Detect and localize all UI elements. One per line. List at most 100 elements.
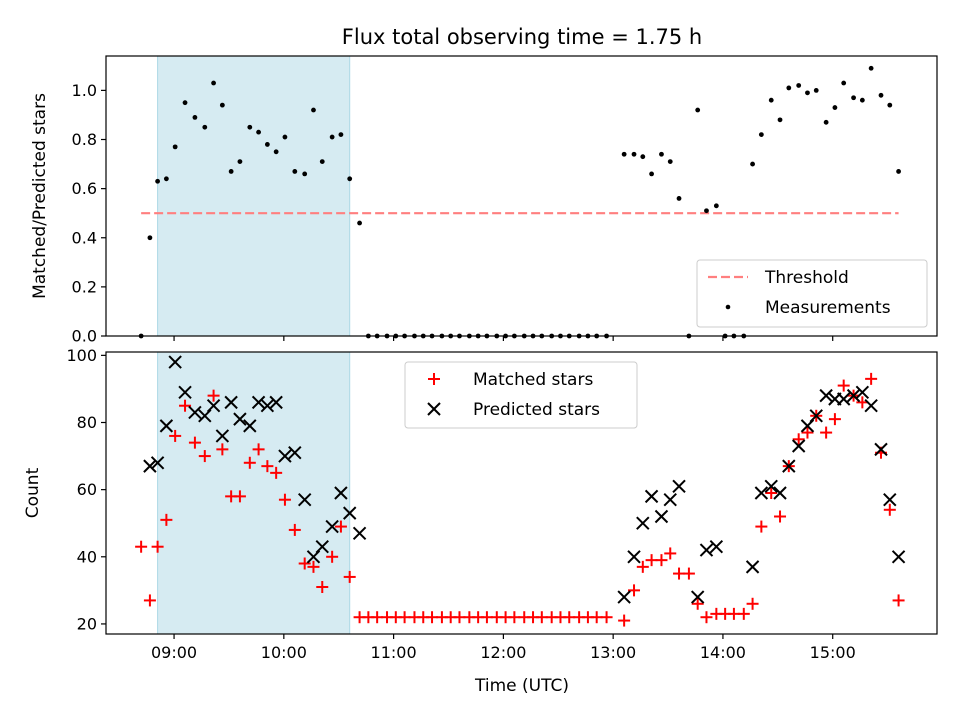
measurement-point [851,95,856,101]
measurement-point [311,107,316,113]
predicted-stars-point [168,355,182,369]
measurement-point [237,159,243,165]
matched-stars-point [298,557,311,570]
bottom-legend: Matched stars Predicted stars [404,361,638,429]
matched-stars-point [691,597,704,610]
matched-stars-point [307,560,320,573]
matched-stars-point [326,550,339,563]
measurement-point [219,102,225,108]
measurement-point [621,151,627,157]
measurement-point [878,92,884,98]
predicted-stars-point [809,409,823,423]
bottom-panel: 20 40 60 80 100 09:00 10:00 11:00 12:00 13:00 14:… [23,346,938,696]
top-legend: Threshold Measurements [696,259,928,328]
predicted-stars-point [178,385,192,399]
measurement-point [247,124,253,130]
predicted-stars-point [215,429,230,443]
x-tick-label: 11:00 [371,643,417,662]
measurement-point [147,235,153,241]
measurement-point [228,169,234,174]
predicted-stars-point [874,442,888,457]
measurement-point [868,65,874,71]
measurement-point [172,144,178,150]
measurement-point [659,151,664,157]
predicted-stars-point [782,459,796,473]
predicted-stars-point [352,526,367,540]
matched-stars-point [343,570,356,583]
legend-predicted-swatch [427,402,441,416]
top-y-ticks: 0.0 0.2 0.4 0.6 0.8 1.0 [72,81,106,346]
measurement-point [695,107,701,113]
bottom-legend-box [404,361,638,429]
measurement-point [264,142,270,147]
measurement-point [338,132,344,137]
measurement-point [786,85,792,91]
predicted-stars-point [627,550,641,564]
predicted-stars-point [150,456,165,470]
predicted-stars-point [654,509,669,524]
y-tick-label: 1.0 [72,81,97,100]
y-tick-label: 40 [77,547,97,566]
top-legend-box [696,259,928,328]
measurement-point [155,178,160,184]
legend-matched-label: Matched stars [473,370,593,390]
measurement-point [713,203,719,209]
y-tick-label: 0.6 [72,179,97,198]
matched-stars-point [664,547,677,560]
predicted-stars-point [269,395,283,410]
legend-measurements-label: Measurements [765,298,891,318]
measurement-point [631,151,637,157]
matched-stars-point [316,581,329,593]
measurement-point [823,119,829,125]
predicted-stars-point [315,540,329,554]
predicted-stars-point [690,590,705,604]
bottom-y-ticks: 20 40 60 80 100 [66,346,106,633]
y-tick-label: 0.2 [72,277,97,296]
matched-stars-series [135,372,905,627]
predicted-stars-point [188,405,202,420]
matched-stars-point [820,426,833,439]
measurement-point [329,134,335,140]
measurement-point [163,176,169,182]
matched-stars-point [334,520,347,533]
measurement-point [202,124,208,130]
measurement-point [640,154,646,160]
measurement-point [256,129,261,135]
bottom-x-ticks: 09:00 10:00 11:00 12:00 13:00 14:00 15:00 [151,634,856,662]
predicted-stars-point [699,543,714,557]
predicted-stars-point [864,399,878,413]
predicted-stars-point [672,479,686,493]
matched-stars-point [143,594,156,607]
matched-stars-point [700,611,713,624]
matched-stars-point [856,396,869,409]
predicted-stars-point [260,399,275,413]
predicted-stars-point [334,486,348,500]
predicted-stars-point [617,590,631,604]
measurement-point [813,87,819,93]
bottom-plot-frame [105,351,938,635]
y-tick-label: 80 [77,413,97,432]
matched-stars-point [169,429,182,442]
x-tick-label: 14:00 [700,643,746,662]
measurement-point [750,161,755,167]
matched-stars-point [636,560,649,573]
predicted-stars-point [709,540,724,554]
predicted-stars-point [764,479,778,493]
measurement-point [282,134,288,140]
matched-stars-point [628,584,641,597]
predicted-stars-point [791,439,806,453]
matched-stars-point [892,594,905,607]
measurement-point [319,159,325,165]
predicted-stars-point [891,550,906,564]
legend-threshold-label: Threshold [764,268,849,288]
predicted-stars-point [836,392,851,406]
predicted-stars-point [846,388,861,403]
matched-stars-point [618,614,631,627]
x-axis-label: Time (UTC) [474,676,569,696]
predicted-stars-point [883,493,897,507]
x-tick-label: 10:00 [261,643,307,662]
matched-stars-point [188,436,201,449]
matched-stars-point [270,466,283,479]
top-plot-frame [105,55,938,337]
